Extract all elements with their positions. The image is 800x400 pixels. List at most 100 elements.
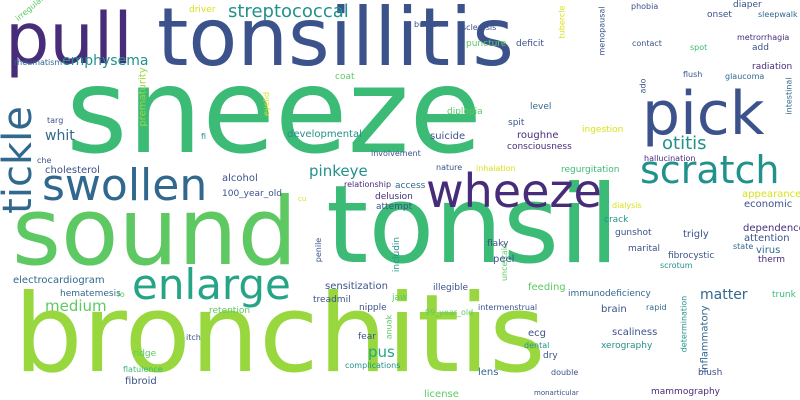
word-spit: spit (508, 118, 525, 128)
word-ado: ado (638, 78, 648, 94)
word-electrocardiogram: electrocardiogram (13, 275, 105, 286)
word-monarticular: monarticular (534, 389, 579, 397)
word-matter: matter (700, 287, 748, 303)
word-appearance: appearance (742, 189, 800, 200)
word-trunk: trunk (772, 290, 796, 300)
word-trigly: trigly (683, 229, 709, 240)
word-level: level (530, 102, 552, 112)
word-complications: complications (345, 361, 401, 370)
word-ingestion: ingestion (582, 125, 624, 135)
word-sleepwalk: sleepwalk (758, 10, 798, 19)
word-fo: fo (117, 290, 125, 299)
word-diplopia: diplopia (447, 107, 483, 117)
word-state: state (733, 242, 754, 251)
word-access: access (395, 181, 426, 191)
word-pus: pus (368, 343, 395, 361)
word-attempt: attempt (376, 202, 413, 212)
word-suicide: suicide (430, 131, 466, 142)
word-regurgitation: regurgitation (561, 165, 620, 175)
word-rapid: rapid (646, 303, 667, 312)
word-hematemesis: hematemesis (60, 289, 121, 299)
word-eyelid: eyelid (262, 91, 272, 117)
word-radiation: radiation (752, 62, 793, 72)
word-emphysema: emphysema (62, 53, 149, 69)
word-scaliness: scaliness (612, 327, 658, 338)
word-contact: contact (632, 39, 662, 48)
word-puncture: puncture (466, 39, 507, 49)
word-hallucination: hallucination (644, 154, 696, 163)
word-prematurity: prematurity (137, 67, 149, 127)
word-blush: blush (698, 368, 723, 378)
word-immunodeficiency: immunodeficiency (568, 289, 651, 299)
word-roughne: roughne (517, 130, 559, 141)
word-fibroid: fibroid (125, 376, 157, 387)
word-delusion: delusion (375, 192, 413, 202)
word-cholesterol: cholesterol (45, 165, 100, 176)
word-includin: includin (392, 236, 403, 273)
word-marital: marital (628, 244, 661, 254)
word-therm: therm (758, 255, 786, 265)
word-penile: penile (314, 237, 324, 263)
word-scrotum: scrotum (660, 261, 693, 270)
word-pinkeye: pinkeye (309, 162, 368, 180)
word-attention: attention (744, 233, 790, 244)
word-inflammatory: inflammatory (699, 305, 711, 373)
word-streptococcal: streptococcal (228, 1, 349, 22)
word-anuak: anuak (384, 314, 394, 340)
word-onset: onset (707, 10, 732, 20)
word-determination: determination (679, 295, 689, 353)
word-coat: coat (335, 72, 355, 82)
word-fear: fear (358, 332, 376, 342)
word-diaper: diaper (733, 0, 762, 10)
word-whit: whit (45, 128, 75, 144)
word-otitis: otitis (662, 133, 707, 154)
word-feeding: feeding (528, 282, 566, 293)
word-metrorrhagia: metrorrhagia (737, 33, 790, 42)
word-itch: itch (186, 333, 201, 342)
word-developmental: developmental (287, 129, 362, 140)
word-glaucoma: glaucoma (725, 72, 765, 81)
word-pick: pick (642, 79, 765, 149)
word-99-year-old: 99_year_old (425, 308, 474, 317)
word-ecg: ecg (528, 328, 546, 339)
word-fi: fi (201, 132, 207, 141)
word-dependence: dependence (743, 223, 800, 234)
word-flatulence: flatulence (123, 365, 163, 374)
word-crack: crack (604, 215, 629, 225)
word-inhalation: inhalation (476, 164, 516, 173)
word-nipple: nipple (359, 303, 387, 313)
word-virus: virus (756, 245, 781, 256)
word-deficit: deficit (516, 39, 544, 49)
word-dialysis: dialysis (612, 201, 642, 210)
word-che: che (37, 156, 52, 165)
word-alcohol: alcohol (222, 173, 258, 184)
word-add: add (752, 43, 769, 53)
word-tubercle: tubercle (557, 5, 567, 39)
word-involvement: involvement (371, 149, 421, 158)
word-fibrocystic: fibrocystic (668, 251, 715, 261)
word-tickle: tickle (0, 106, 41, 214)
word-relationship: relationship (344, 180, 392, 189)
word-dental: dental (524, 341, 550, 350)
word-mammography: mammography (651, 387, 720, 397)
word-illegible: illegible (433, 283, 469, 293)
word-wheeze: wheeze (426, 164, 602, 218)
word-ridge: ridge (133, 349, 157, 359)
word-targ: targ (47, 116, 64, 125)
word-peel: peel (493, 254, 515, 265)
word-economic: economic (744, 199, 793, 210)
word-flaky: flaky (487, 239, 509, 249)
word-scratch: scratch (640, 148, 780, 192)
word-gunshot: gunshot (615, 228, 652, 238)
word-phobia: phobia (631, 2, 659, 11)
word-bump: bump (414, 20, 438, 29)
word-sensitization: sensitization (325, 281, 388, 292)
word-double: double (551, 368, 579, 377)
word-intermenstrual: intermenstrual (478, 303, 538, 312)
word-nature: nature (436, 163, 463, 172)
word-enlarge: enlarge (132, 260, 291, 309)
word-jaw: jaw (392, 293, 408, 303)
word-consciousness: consciousness (507, 142, 572, 152)
word-tonsillitis: tonsillitis (157, 0, 514, 84)
